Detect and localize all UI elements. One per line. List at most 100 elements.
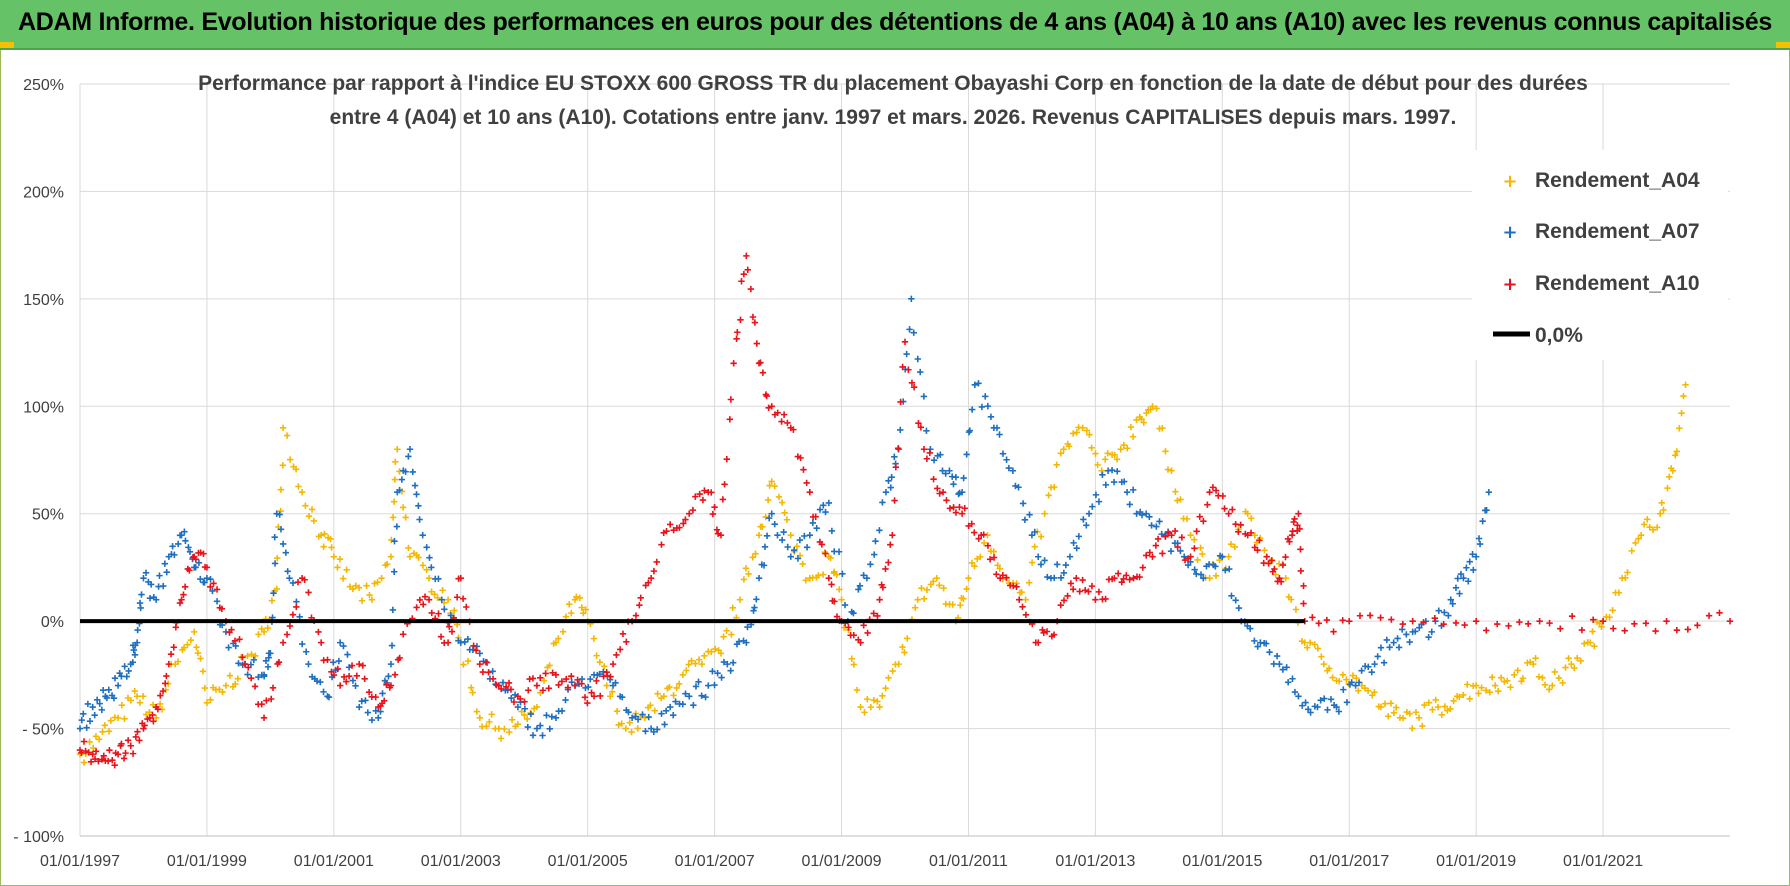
data-point-a07 — [313, 677, 321, 685]
data-point-a04 — [660, 693, 668, 700]
data-point-a10 — [525, 687, 532, 694]
data-point-a07 — [398, 476, 406, 483]
data-point-a10 — [1286, 538, 1293, 545]
data-point-a10 — [930, 476, 937, 483]
data-point-a07 — [142, 569, 150, 576]
data-point-a10 — [1159, 550, 1166, 557]
data-point-a04 — [728, 631, 735, 638]
data-point-a04 — [1640, 521, 1648, 528]
data-point-a07 — [958, 489, 966, 496]
data-point-a04 — [996, 565, 1003, 572]
data-point-a04 — [1609, 607, 1616, 614]
data-point-a04 — [1083, 427, 1091, 434]
data-point-a07 — [1456, 590, 1463, 597]
data-point-a04 — [352, 582, 359, 589]
data-point-a04 — [752, 550, 759, 557]
data-point-a10 — [1589, 616, 1597, 623]
data-point-a04 — [729, 604, 736, 611]
data-point-a04 — [1660, 506, 1667, 514]
data-point-a10 — [453, 594, 461, 601]
data-point-a10 — [1356, 612, 1364, 619]
data-point-a10 — [1265, 560, 1272, 567]
data-point-a10 — [87, 758, 95, 766]
data-point-a07 — [377, 708, 384, 715]
data-point-a10 — [934, 485, 941, 492]
data-point-a04 — [486, 718, 493, 726]
data-point-a07 — [653, 726, 661, 733]
data-point-a04 — [1385, 713, 1392, 720]
data-point-a04 — [1244, 510, 1251, 517]
data-point-a10 — [734, 329, 741, 336]
data-point-a10 — [1505, 622, 1512, 630]
data-point-a10 — [258, 700, 265, 708]
data-point-a10 — [1126, 576, 1133, 583]
data-point-a10 — [719, 496, 727, 503]
data-point-a07 — [411, 482, 419, 489]
data-point-a10 — [721, 481, 728, 488]
data-point-a07 — [568, 678, 575, 686]
data-point-a10 — [248, 674, 255, 682]
data-point-a07 — [952, 473, 960, 481]
data-point-a07 — [801, 532, 808, 540]
data-point-a07 — [340, 642, 347, 650]
data-point-a07 — [76, 725, 84, 732]
data-point-a07 — [825, 499, 833, 507]
data-point-a07 — [1273, 652, 1281, 660]
data-point-a10 — [1081, 587, 1089, 594]
data-point-a07 — [1314, 703, 1321, 711]
data-point-a04 — [1628, 547, 1635, 555]
data-point-a04 — [1311, 641, 1318, 648]
data-point-a04 — [853, 686, 861, 694]
data-point-a07 — [271, 534, 278, 541]
data-point-a04 — [207, 696, 214, 704]
data-point-a10 — [1149, 553, 1156, 560]
data-point-a07 — [1452, 584, 1460, 592]
data-point-a10 — [889, 532, 896, 539]
data-point-a04 — [105, 728, 113, 735]
y-tick-label: 250% — [23, 77, 64, 94]
data-point-a10 — [95, 758, 102, 765]
data-point-a07 — [78, 716, 85, 724]
data-point-a10 — [459, 595, 467, 602]
data-point-a07 — [286, 574, 293, 582]
data-point-a04 — [349, 585, 357, 593]
data-point-a10 — [293, 603, 300, 611]
data-point-a07 — [160, 582, 167, 590]
data-point-a04 — [675, 680, 683, 687]
data-point-a04 — [260, 628, 268, 636]
data-point-a10 — [780, 411, 788, 418]
data-point-a10 — [1123, 572, 1130, 579]
data-point-a07 — [1062, 561, 1070, 569]
data-point-a07 — [260, 673, 268, 680]
data-point-a04 — [118, 701, 126, 709]
data-point-a04 — [1530, 660, 1537, 668]
data-point-a07 — [385, 673, 392, 680]
data-point-a07 — [284, 568, 291, 575]
data-point-a07 — [174, 540, 182, 548]
data-point-a10 — [926, 449, 933, 457]
data-point-a07 — [80, 710, 87, 717]
data-point-a07 — [546, 725, 554, 732]
data-point-a07 — [661, 721, 668, 728]
data-point-a07 — [1333, 703, 1340, 711]
data-point-a07 — [409, 468, 416, 476]
data-point-a04 — [1306, 639, 1314, 646]
data-point-a04 — [1261, 547, 1268, 554]
data-point-a10 — [324, 656, 331, 664]
data-point-a10 — [1120, 575, 1127, 583]
data-point-a07 — [942, 470, 949, 477]
data-point-a07 — [1120, 478, 1128, 485]
data-point-a10 — [986, 556, 994, 563]
data-point-a10 — [887, 541, 894, 548]
data-point-a04 — [749, 554, 757, 561]
data-point-a07 — [1435, 607, 1442, 614]
data-point-a10 — [1040, 629, 1047, 637]
data-point-a10 — [552, 671, 560, 679]
data-point-a07 — [1031, 528, 1038, 536]
data-point-a07 — [996, 431, 1003, 438]
data-point-a10 — [245, 664, 252, 671]
data-point-a04 — [415, 554, 422, 561]
data-point-a07 — [750, 607, 757, 614]
data-point-a07 — [244, 671, 251, 678]
data-point-a07 — [1021, 516, 1029, 523]
